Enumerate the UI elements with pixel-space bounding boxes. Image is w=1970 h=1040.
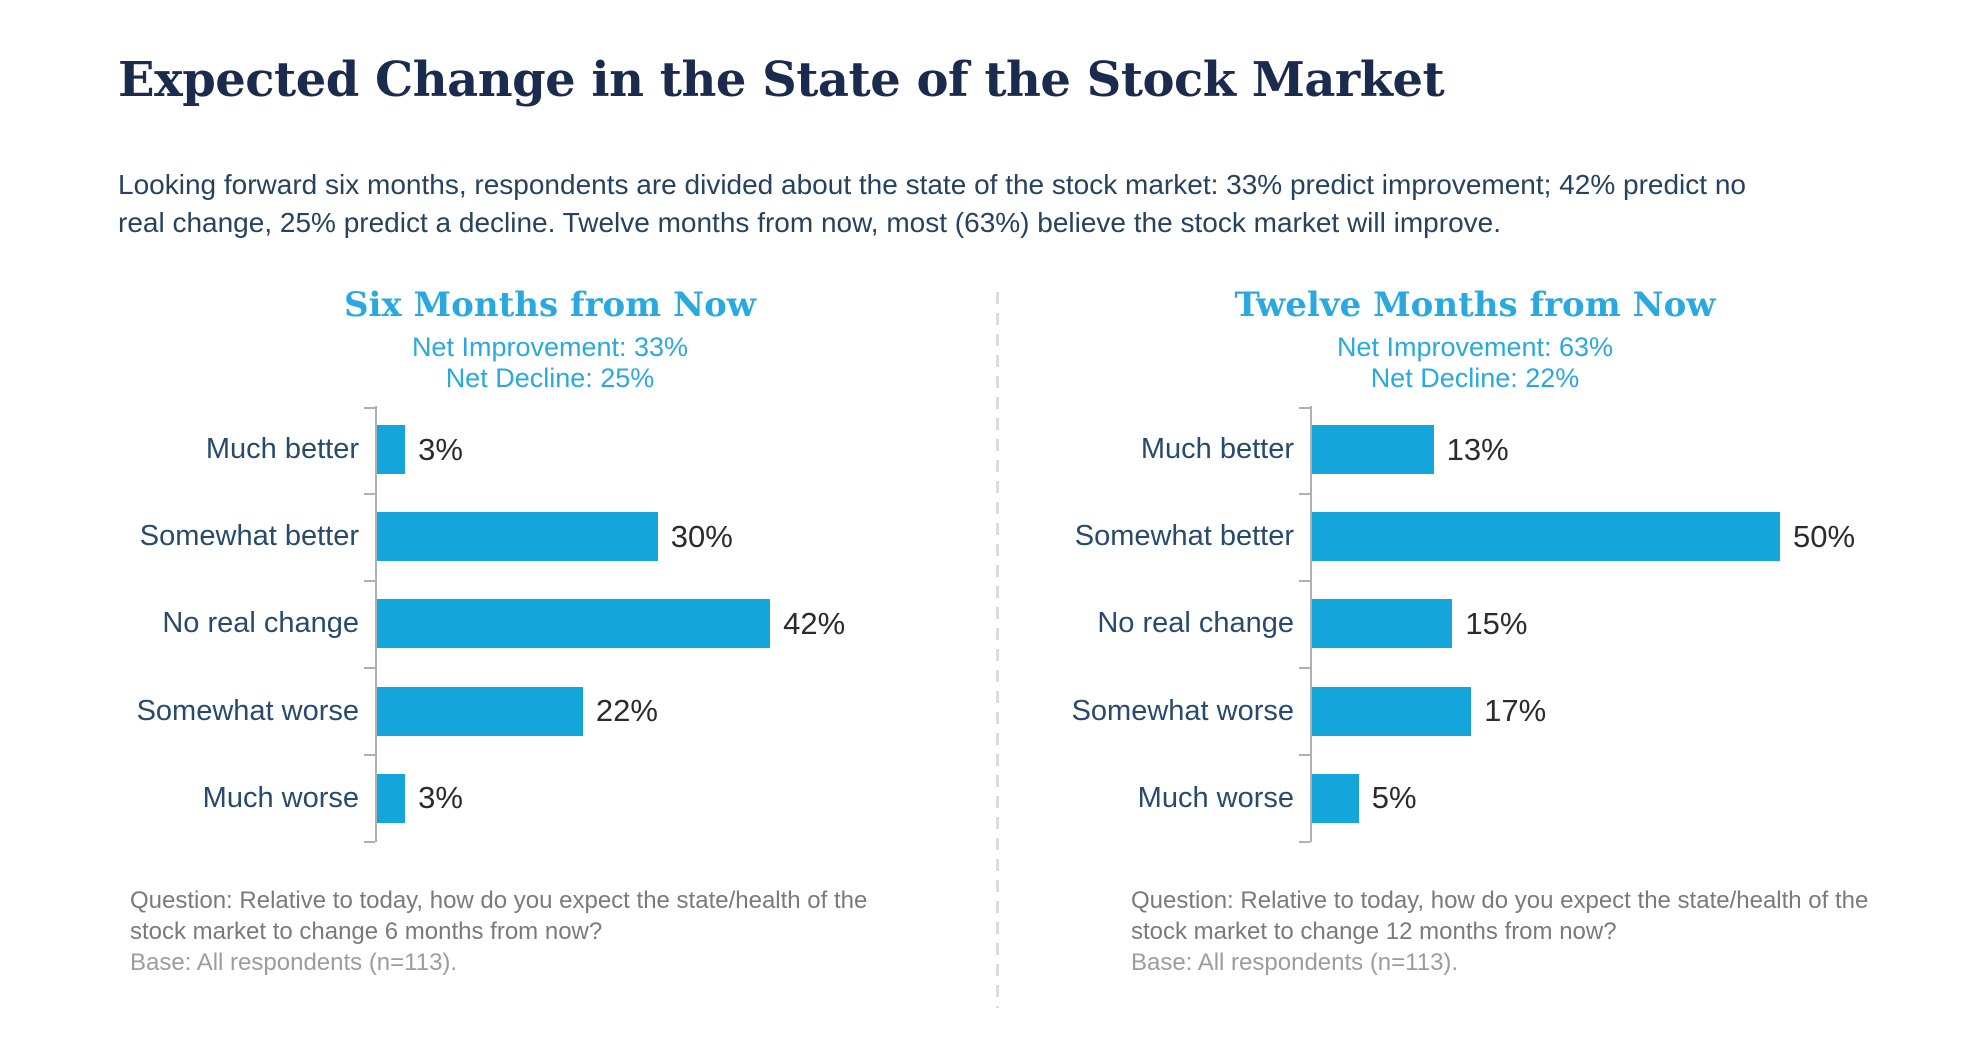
bar-zone: 50%	[1310, 493, 1905, 581]
bar	[377, 773, 406, 823]
intro-paragraph: Looking forward six months, respondents …	[118, 166, 1746, 242]
bar	[377, 686, 583, 736]
bar-row: Somewhat worse 17%	[1045, 667, 1905, 755]
bar-row: Somewhat worse 22%	[120, 667, 980, 755]
category-label: Much better	[1140, 433, 1294, 466]
net-improvement-label: Net Improvement: 33%	[411, 332, 689, 362]
chart-title-six-months: Six Months from Now	[343, 285, 757, 325]
value-label: 42%	[783, 605, 846, 641]
value-label: 30%	[670, 518, 733, 554]
base-text: Base: All respondents (n=113).	[1131, 949, 1459, 976]
net-decline-label: Net Decline: 22%	[1370, 363, 1580, 393]
question-text: Question: Relative to today, how do you …	[130, 887, 868, 945]
chart-footnote: Question: Relative to today, how do you …	[1131, 885, 1893, 978]
chart-twelve-months: Twelve Months from Now Net Improvement: …	[1045, 283, 1905, 1023]
bar	[1312, 773, 1359, 823]
bar	[377, 599, 771, 649]
bar-zone: 17%	[1310, 667, 1905, 755]
vertical-dashed-divider	[996, 292, 999, 1008]
bar-row: Somewhat better 50%	[1045, 493, 1905, 581]
bar	[377, 425, 406, 475]
value-label: 22%	[595, 693, 658, 729]
category-label: No real change	[1097, 607, 1294, 640]
intro-line-2: real change, 25% predict a decline. Twel…	[118, 207, 1501, 238]
value-label: 50%	[1793, 518, 1856, 554]
bar-row: Much better 13%	[1045, 406, 1905, 494]
value-label: 15%	[1465, 605, 1528, 641]
value-label: 3%	[418, 780, 463, 816]
category-label: Somewhat worse	[136, 694, 359, 727]
chart-footnote: Question: Relative to today, how do you …	[130, 885, 892, 978]
category-label: Somewhat better	[139, 520, 359, 553]
bar	[1312, 599, 1453, 649]
bar-row: No real change 42%	[120, 580, 980, 668]
bar-row: Much better 3%	[120, 406, 980, 494]
bar	[1312, 425, 1434, 475]
bar-zone: 15%	[1310, 580, 1905, 668]
value-label: 13%	[1446, 431, 1509, 467]
net-decline-label: Net Decline: 25%	[445, 363, 655, 393]
page-title: Expected Change in the State of the Stoc…	[118, 52, 1445, 108]
value-label: 3%	[418, 431, 463, 467]
question-text: Question: Relative to today, how do you …	[1131, 887, 1869, 945]
bar-row: Somewhat better 30%	[120, 493, 980, 581]
chart-six-months: Six Months from Now Net Improvement: 33%…	[120, 283, 980, 1023]
category-label: No real change	[162, 607, 359, 640]
bar-row: Much worse 5%	[1045, 754, 1905, 842]
bar-plot: Much better 3% Somewhat better 30% No re…	[120, 406, 980, 842]
category-label: Much worse	[202, 781, 359, 814]
base-text: Base: All respondents (n=113).	[130, 949, 458, 976]
bar-zone: 13%	[1310, 406, 1905, 494]
bar-zone: 22%	[375, 667, 980, 755]
bar	[1312, 512, 1780, 562]
category-label: Much better	[205, 433, 359, 466]
category-label: Somewhat worse	[1071, 694, 1294, 727]
bar-row: Much worse 3%	[120, 754, 980, 842]
bar-zone: 5%	[1310, 754, 1905, 842]
bar	[1312, 686, 1472, 736]
category-label: Much worse	[1137, 781, 1294, 814]
bar-zone: 3%	[375, 754, 980, 842]
intro-line-1: Looking forward six months, respondents …	[118, 169, 1746, 200]
value-label: 5%	[1371, 780, 1417, 816]
bar	[377, 512, 658, 562]
net-improvement-label: Net Improvement: 63%	[1336, 332, 1614, 362]
category-label: Somewhat better	[1074, 520, 1294, 553]
value-label: 17%	[1484, 693, 1547, 729]
chart-title-twelve-months: Twelve Months from Now	[1234, 285, 1716, 325]
bar-row: No real change 15%	[1045, 580, 1905, 668]
bar-zone: 42%	[375, 580, 980, 668]
bar-zone: 3%	[375, 406, 980, 494]
bar-zone: 30%	[375, 493, 980, 581]
bar-plot: Much better 13% Somewhat better 50% No r…	[1045, 406, 1905, 842]
